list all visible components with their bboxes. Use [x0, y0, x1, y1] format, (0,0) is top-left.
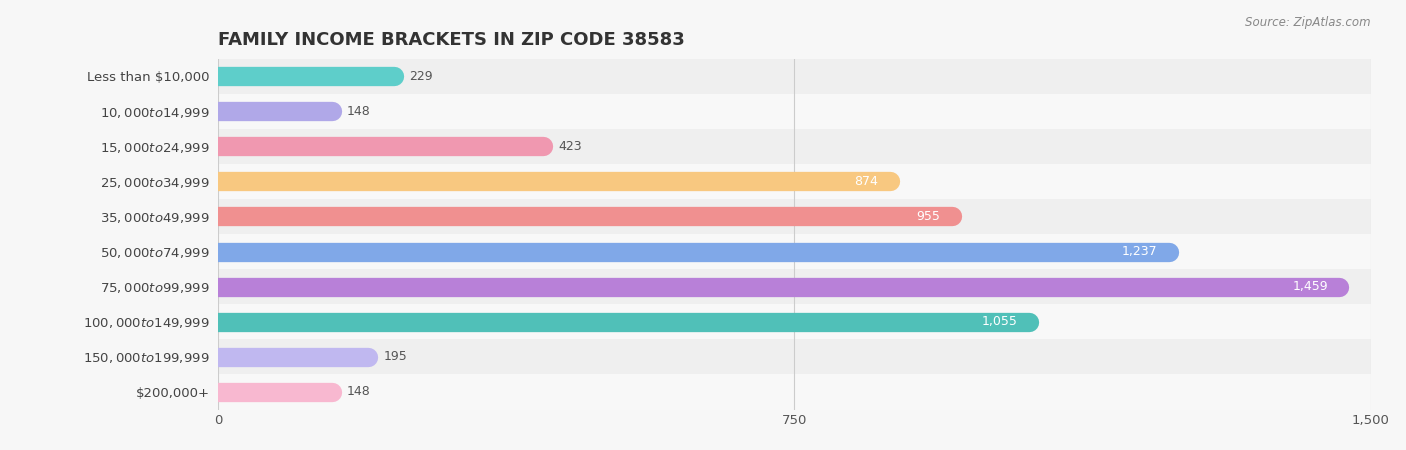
Text: 195: 195 — [384, 351, 406, 363]
Bar — [0, 58, 1371, 94]
Text: FAMILY INCOME BRACKETS IN ZIP CODE 38583: FAMILY INCOME BRACKETS IN ZIP CODE 38583 — [218, 31, 685, 49]
Bar — [0, 164, 1371, 199]
Bar — [0, 269, 1371, 304]
Text: 229: 229 — [409, 70, 433, 82]
Text: 423: 423 — [558, 140, 582, 153]
Bar — [0, 94, 1371, 129]
Text: 874: 874 — [855, 175, 879, 188]
Bar — [0, 199, 1371, 234]
Bar — [0, 339, 1371, 374]
Text: Source: ZipAtlas.com: Source: ZipAtlas.com — [1246, 16, 1371, 29]
Text: 1,237: 1,237 — [1122, 245, 1157, 258]
Bar — [0, 129, 1371, 164]
Text: 1,459: 1,459 — [1292, 280, 1327, 293]
Text: 1,055: 1,055 — [981, 315, 1018, 328]
Text: 148: 148 — [347, 386, 371, 398]
Text: 955: 955 — [917, 210, 941, 223]
Bar — [0, 234, 1371, 269]
Text: 148: 148 — [347, 105, 371, 117]
Bar — [0, 304, 1371, 339]
Bar — [0, 374, 1371, 410]
